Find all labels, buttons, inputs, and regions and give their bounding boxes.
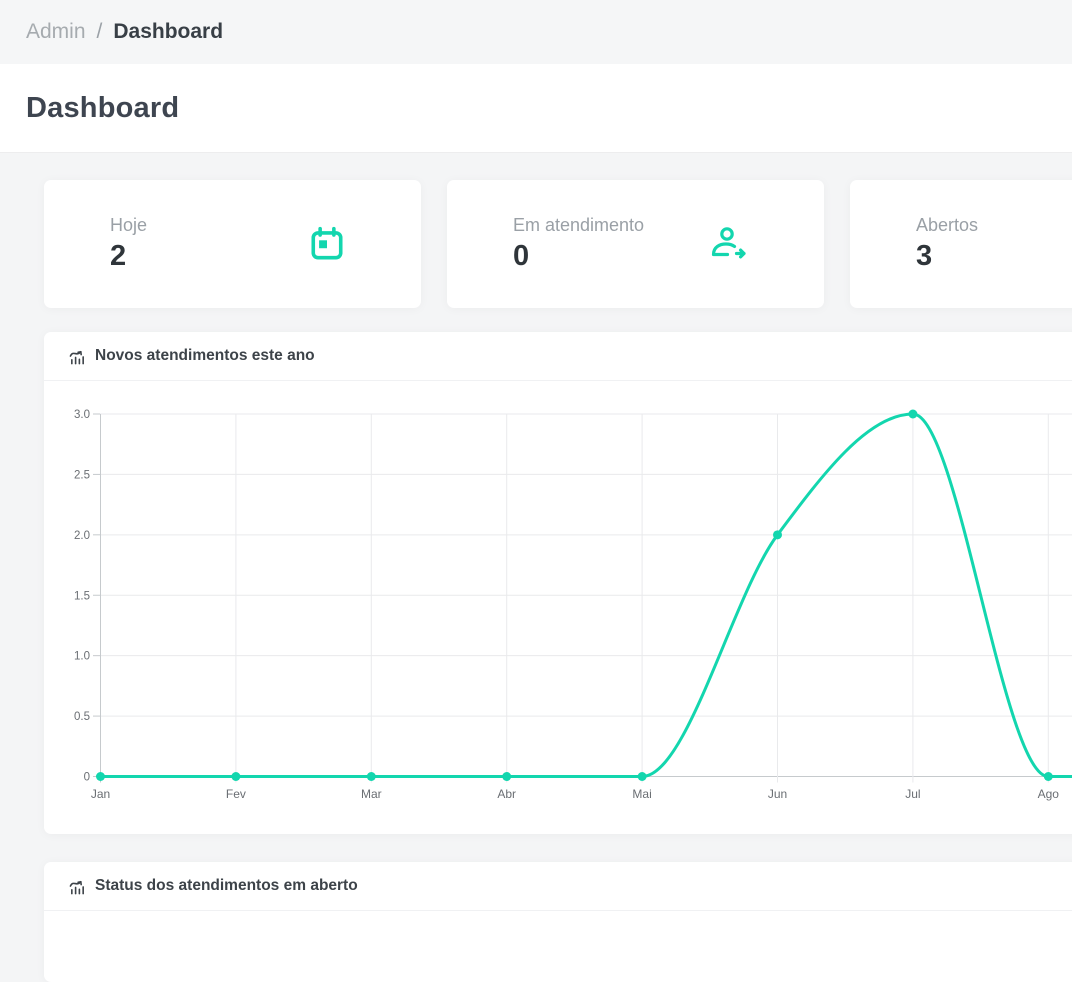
svg-text:2.5: 2.5 [74, 469, 90, 481]
page-title: Dashboard [26, 91, 180, 124]
stats-row: Hoje 2 Em atendimento 0 [44, 180, 1072, 308]
svg-text:3.0: 3.0 [74, 409, 90, 421]
stat-value: 0 [513, 239, 530, 272]
breadcrumb-bar: Admin / Dashboard [0, 0, 1072, 64]
svg-text:Abr: Abr [497, 787, 516, 801]
chart-stats-icon [69, 348, 86, 365]
svg-text:Fev: Fev [226, 787, 246, 801]
stat-card-abertos: Abertos 3 [850, 180, 1072, 308]
svg-text:Jun: Jun [768, 787, 787, 801]
line-chart: 0 0.5 1.0 1.5 2.0 2.5 3.0 Jan Fev Mar Abr Mai Jun Jul… [74, 409, 1072, 801]
status-chart-panel-header: Status dos atendimentos em aberto [44, 862, 1072, 911]
calendar-icon [308, 225, 346, 263]
panel-title: Status dos atendimentos em aberto [95, 877, 358, 894]
stat-text: Em atendimento 0 [513, 215, 644, 273]
breadcrumb-current: Dashboard [113, 20, 224, 43]
panel-title: Novos atendimentos este ano [95, 347, 315, 364]
svg-text:Mar: Mar [361, 787, 382, 801]
stat-text: Hoje 2 [110, 215, 147, 273]
stat-label: Em atendimento [513, 214, 645, 235]
stat-value: 3 [916, 239, 933, 272]
line-chart-body: 0 0.5 1.0 1.5 2.0 2.5 3.0 Jan Fev Mar Abr Mai Jun Jul… [44, 381, 1072, 834]
svg-text:1.0: 1.0 [74, 651, 90, 663]
status-chart-panel: Status dos atendimentos em aberto [44, 862, 1072, 982]
line-chart-panel-header: Novos atendimentos este ano [44, 332, 1072, 381]
stat-card-em-atendimento: Em atendimento 0 [447, 180, 824, 308]
svg-text:Ago: Ago [1038, 787, 1060, 801]
svg-text:1.5: 1.5 [74, 590, 90, 602]
content-area: Hoje 2 Em atendimento 0 [0, 153, 1072, 982]
stat-card-hoje: Hoje 2 [44, 180, 421, 308]
title-bar: Dashboard [0, 64, 1072, 153]
svg-text:0.5: 0.5 [74, 711, 90, 723]
svg-text:0: 0 [84, 772, 90, 784]
svg-text:Jan: Jan [91, 787, 110, 801]
breadcrumb-separator: / [96, 20, 103, 43]
stat-value: 2 [110, 239, 127, 272]
user-arrow-right-icon [707, 225, 749, 263]
stat-label: Abertos [916, 214, 979, 235]
breadcrumb-admin[interactable]: Admin [26, 20, 86, 43]
svg-text:Mai: Mai [632, 787, 651, 801]
chart-stats-icon [69, 878, 86, 895]
line-chart-panel: Novos atendimentos este ano 0 0.5 1.0 1.5 2.… [44, 332, 1072, 834]
svg-text:2.0: 2.0 [74, 530, 90, 542]
svg-text:Jul: Jul [905, 787, 920, 801]
stat-text: Abertos 3 [916, 215, 978, 273]
stat-label: Hoje [110, 214, 148, 235]
